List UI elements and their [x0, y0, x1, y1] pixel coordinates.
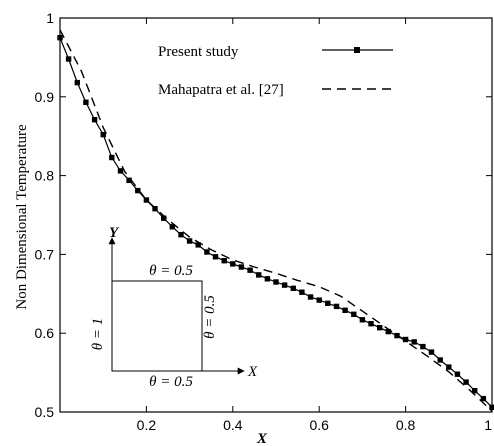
data-point-present-study — [91, 117, 98, 123]
data-point-present-study — [273, 279, 279, 285]
legend: Present study Mahapatra et al. [27] — [158, 44, 393, 98]
data-point-present-study — [351, 311, 357, 317]
data-point-present-study — [489, 404, 494, 410]
data-point-present-study — [480, 395, 487, 402]
series-present-study-markers — [57, 35, 494, 410]
series-mahapatra-line — [59, 29, 493, 412]
data-point-present-study — [463, 379, 469, 385]
legend-label-mahapatra: Mahapatra et al. [27] — [158, 82, 284, 98]
data-point-present-study — [446, 364, 452, 370]
data-point-present-study — [472, 388, 478, 394]
x-tick-label: 0.4 — [223, 417, 243, 433]
y-axis-label: Non Dimensional Temperature — [14, 124, 30, 310]
y-tick-label: 0.7 — [35, 246, 55, 262]
x-tick-label: 0.2 — [137, 417, 157, 433]
plot-frame — [59, 17, 493, 413]
legend-marker-present-study — [354, 47, 360, 53]
data-point-present-study — [307, 294, 314, 300]
data-point-present-study — [126, 177, 132, 183]
inset-top-label: θ = 0.5 — [149, 263, 193, 279]
data-point-present-study — [325, 300, 331, 306]
data-point-present-study — [264, 276, 271, 282]
data-point-present-study — [342, 307, 348, 313]
y-tick-label: 0.6 — [35, 325, 55, 341]
data-point-present-study — [256, 272, 262, 278]
data-point-present-study — [74, 79, 80, 86]
data-point-present-study — [411, 339, 417, 345]
axis-tick-labels: 0.2 0.4 0.6 0.8 1 0.5 0.6 0.7 0.8 0.9 1 — [35, 10, 493, 433]
inset-left-label: θ = 1 — [90, 318, 106, 351]
data-point-present-study — [385, 328, 391, 335]
x-axis-label: X — [256, 431, 268, 446]
inset-x-label: X — [247, 364, 258, 380]
legend-label-present-study: Present study — [158, 44, 239, 60]
y-tick-label: 0.5 — [35, 404, 55, 420]
data-point-present-study — [65, 56, 72, 62]
data-point-present-study — [135, 187, 141, 194]
x-tick-label: 1 — [484, 417, 492, 433]
data-point-present-study — [212, 254, 219, 260]
data-point-present-study — [100, 131, 106, 138]
data-point-present-study — [230, 261, 236, 267]
data-point-present-study — [117, 168, 124, 174]
data-point-present-study — [238, 264, 245, 270]
data-point-present-study — [299, 289, 305, 295]
y-tick-label: 0.9 — [35, 89, 55, 105]
data-point-present-study — [57, 35, 63, 41]
data-point-present-study — [454, 371, 461, 377]
data-point-present-study — [359, 317, 366, 323]
data-point-present-study — [161, 215, 167, 221]
y-tick-label: 1 — [46, 10, 54, 26]
inset-bottom-label: θ = 0.5 — [149, 374, 193, 390]
x-tick-label: 0.6 — [309, 417, 329, 433]
inset-schematic: Y X θ = 0.5 θ = 0.5 θ = 0.5 θ = 1 — [90, 225, 258, 390]
y-tick-label: 0.8 — [35, 168, 55, 184]
data-point-present-study — [402, 336, 409, 343]
inset-square — [111, 280, 203, 372]
data-point-present-study — [247, 267, 253, 273]
data-point-present-study — [368, 321, 374, 327]
data-point-present-study — [377, 325, 383, 331]
data-point-present-study — [437, 357, 443, 363]
data-point-present-study — [186, 238, 193, 244]
data-point-present-study — [428, 349, 435, 355]
data-point-present-study — [420, 343, 426, 350]
data-point-present-study — [83, 99, 89, 105]
data-point-present-study — [290, 285, 296, 291]
axis-ticks — [60, 17, 493, 413]
inset-y-label: Y — [109, 225, 120, 241]
data-point-present-study — [195, 242, 201, 248]
data-point-present-study — [281, 282, 288, 288]
data-point-present-study — [178, 232, 184, 238]
data-point-present-study — [316, 297, 322, 303]
data-point-present-study — [221, 258, 227, 264]
x-tick-label: 0.8 — [396, 417, 416, 433]
inset-right-label: θ = 0.5 — [202, 295, 218, 339]
data-point-present-study — [169, 224, 175, 230]
data-point-present-study — [143, 197, 150, 203]
data-point-present-study — [333, 303, 340, 310]
data-point-present-study — [204, 249, 210, 255]
data-point-present-study — [109, 154, 115, 161]
